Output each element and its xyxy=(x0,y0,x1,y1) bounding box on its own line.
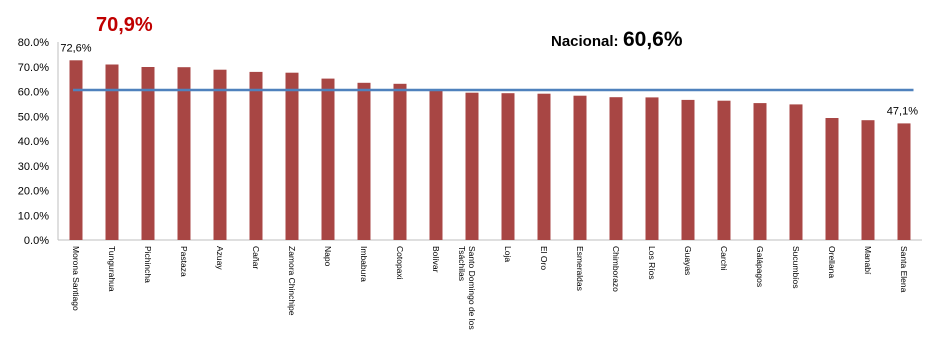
bar xyxy=(609,97,623,240)
bar xyxy=(501,93,515,240)
bar xyxy=(861,120,875,240)
national-value: 60,6% xyxy=(622,28,683,51)
category-label: Tungurahua xyxy=(107,246,117,292)
category-label: Los Ríos xyxy=(647,246,657,280)
bar xyxy=(249,71,263,241)
y-tick-label: 30.0% xyxy=(18,161,49,173)
data-label: 47,1% xyxy=(887,105,918,117)
y-tick-label: 10.0% xyxy=(18,210,49,222)
bar xyxy=(681,99,695,241)
category-label: Guayas xyxy=(683,246,693,275)
bar xyxy=(357,82,371,240)
data-labels: 72,6% 47,1% xyxy=(60,42,918,117)
category-label: Cañar xyxy=(251,246,261,269)
category-label: Pastaza xyxy=(179,246,189,277)
bar xyxy=(105,64,119,240)
bars xyxy=(69,60,911,241)
category-label: Loja xyxy=(503,246,513,262)
bar xyxy=(717,100,731,240)
national-label: Nacional: xyxy=(551,33,619,50)
category-label: Cotopaxi xyxy=(395,246,405,280)
highlight-value: 70,9% xyxy=(96,14,153,36)
national-average-label: Nacional: 60,6% xyxy=(551,28,683,52)
category-label: Pichincha xyxy=(143,246,153,283)
category-label: Chimborazo xyxy=(611,246,621,292)
category-label: Galápagos xyxy=(755,246,765,287)
category-label: Orellana xyxy=(827,246,837,278)
bar xyxy=(573,95,587,240)
bar xyxy=(789,104,803,241)
category-label: Bolívar xyxy=(431,246,441,273)
y-tick-label: 0.0% xyxy=(24,235,49,247)
category-label: Santo Domingo de losTsáchilas xyxy=(457,246,477,330)
data-label: 72,6% xyxy=(60,42,91,54)
category-label: Azuay xyxy=(215,246,225,270)
category-label: Manabí xyxy=(863,246,873,275)
category-labels: Morona Santiago Tungurahua Pichincha Pastaz… xyxy=(71,246,909,330)
category-label: El Oro xyxy=(539,246,549,270)
bar xyxy=(177,67,191,240)
bar xyxy=(897,123,911,240)
bar xyxy=(429,90,443,240)
category-label: Sucumbíos xyxy=(791,246,801,289)
category-label: Morona Santiago xyxy=(71,246,81,311)
bar xyxy=(213,69,227,240)
category-label: Esmeraldas xyxy=(575,246,585,291)
bar xyxy=(645,97,659,241)
bar xyxy=(285,72,299,240)
category-label: Carchi xyxy=(719,246,729,271)
y-tick-label: 70.0% xyxy=(18,62,49,74)
bar xyxy=(69,60,83,240)
bar xyxy=(753,103,767,240)
y-tick-label: 20.0% xyxy=(18,186,49,198)
y-axis-ticks: 0.0% 10.0% 20.0% 30.0% 40.0% 50.0% 60.0% 70.0% 8… xyxy=(18,37,49,247)
category-label: Santa Elena xyxy=(899,246,909,293)
y-tick-label: 50.0% xyxy=(18,111,49,123)
bar xyxy=(825,118,839,240)
category-label: Zamora Chinchipe xyxy=(287,246,297,316)
bar xyxy=(465,92,479,240)
bar xyxy=(321,78,335,240)
y-tick-label: 60.0% xyxy=(18,87,49,99)
category-label: Imbabura xyxy=(359,246,369,282)
bar xyxy=(141,67,155,240)
y-tick-label: 40.0% xyxy=(18,136,49,148)
category-label: Napo xyxy=(323,246,333,267)
bar xyxy=(537,93,551,240)
bar xyxy=(393,83,407,240)
y-tick-label: 80.0% xyxy=(18,37,49,49)
